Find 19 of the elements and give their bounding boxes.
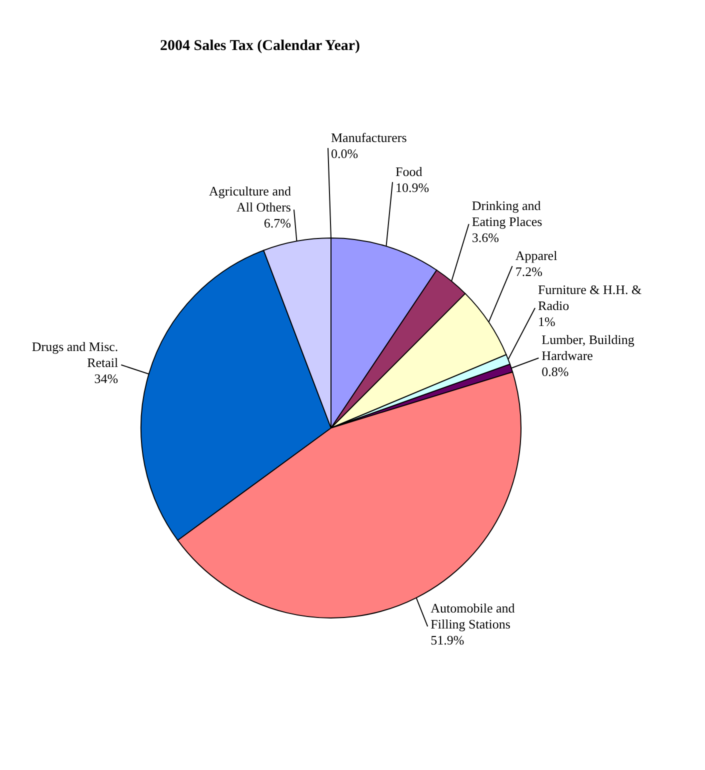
chart-title: 2004 Sales Tax (Calendar Year): [160, 38, 360, 54]
slice-label: Agriculture and All Others: [209, 184, 292, 215]
text: 0.0%: [331, 146, 358, 162]
slice-label: Lumber, Building Hardware: [542, 332, 635, 364]
slice-label: Food: [396, 164, 423, 180]
data-label: 51.9%: [430, 632, 464, 648]
data-label: 10.9%: [396, 180, 430, 196]
data-label: 0.8%: [542, 364, 569, 380]
slice-label: Apparel: [515, 248, 558, 264]
slice-label: Furniture & H.H. & Radio: [538, 282, 642, 314]
data-label: 34%: [94, 370, 118, 386]
data-label: 7.2%: [515, 264, 543, 280]
data-label: 3.6%: [472, 230, 500, 246]
slice-label: Drinking and Eating Places: [472, 198, 542, 230]
data-label: 6.7%: [264, 216, 292, 231]
slice-label: Automobile and Filling Stations: [430, 600, 516, 632]
category-label: Manufacturers: [331, 130, 407, 146]
data-label: 1%: [538, 314, 556, 330]
slice-label: Drugs and Misc. Retail: [32, 338, 119, 370]
